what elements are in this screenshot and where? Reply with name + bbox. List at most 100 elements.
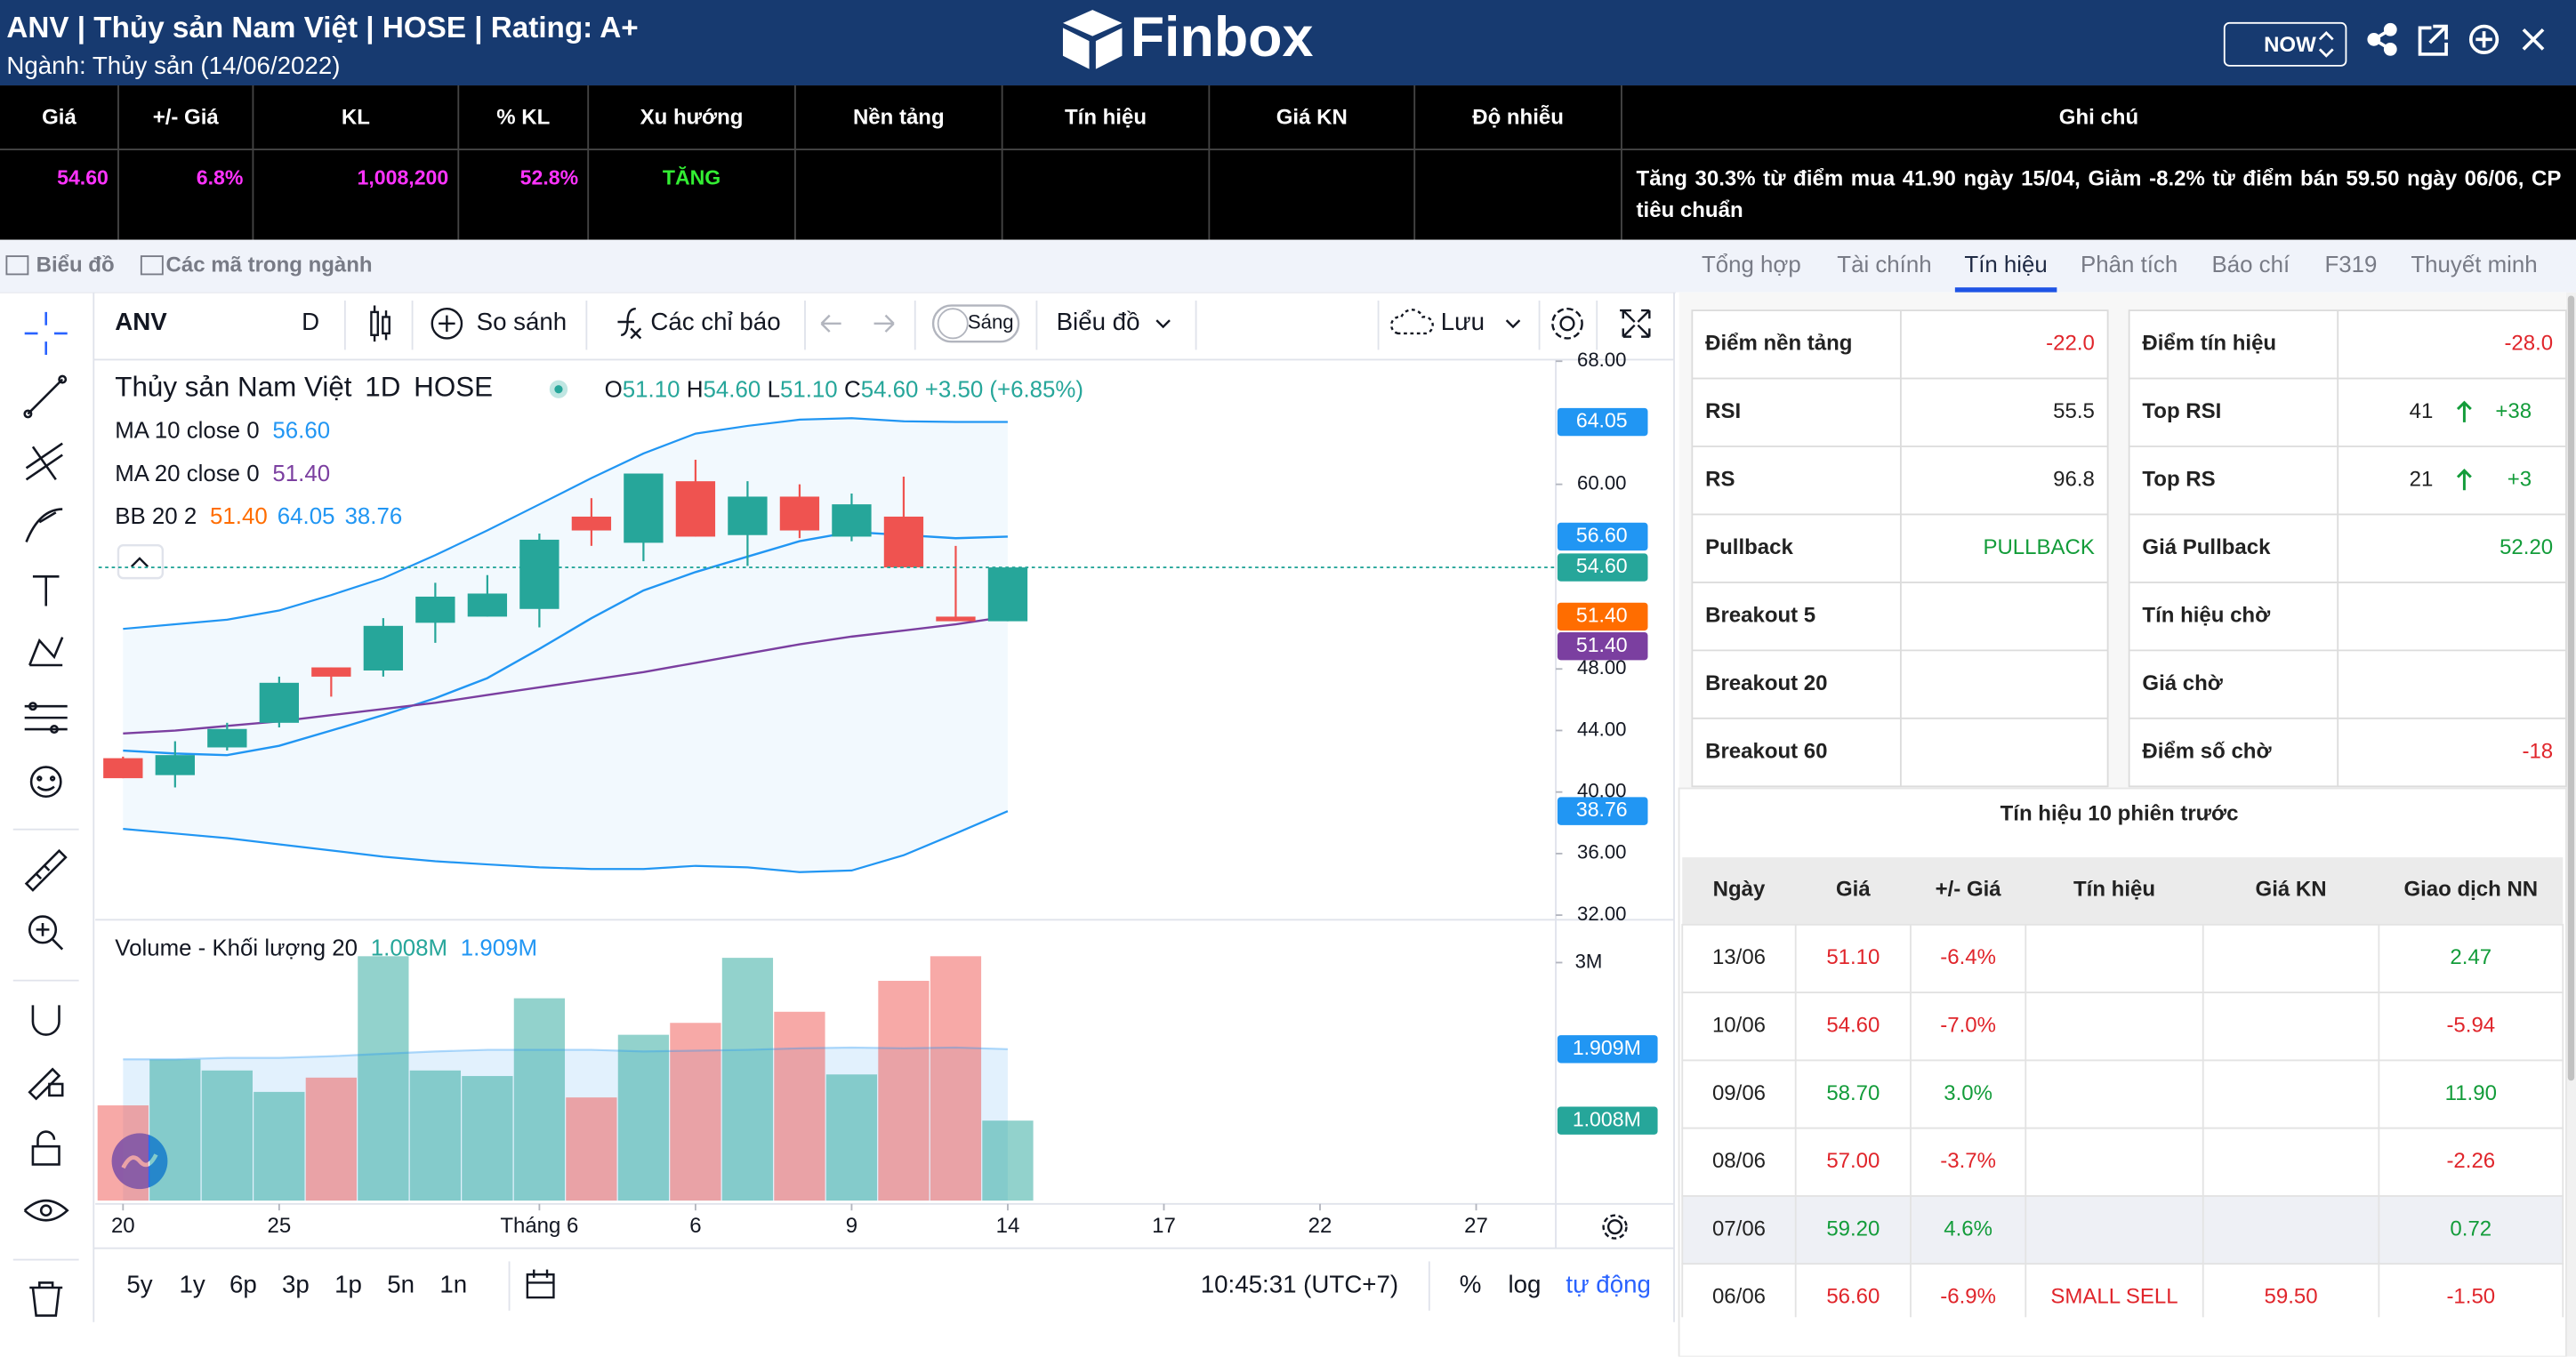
history-row xyxy=(1681,1195,2564,1265)
summary-header: +/- Giá xyxy=(153,105,220,129)
ohlc-legend: O51.10 H54.60 L51.10 C54.60 +3.50 (+6.85%) xyxy=(605,377,1083,402)
signal-label: Điểm nền tảng xyxy=(1705,332,1852,356)
signal-value: PULLBACK xyxy=(1983,535,2094,559)
candle-body xyxy=(883,516,924,568)
summary-header: % KL xyxy=(496,105,550,129)
y-tick-label: 32.00 xyxy=(1577,903,1626,925)
ma-value: 56.60 xyxy=(272,419,330,444)
signal-value: 21 xyxy=(2410,468,2434,492)
price-tag xyxy=(1557,407,1648,437)
theme: Sáng xyxy=(968,311,1014,333)
range-button[interactable]: 1n xyxy=(439,1270,467,1297)
right-tab[interactable]: Báo chí xyxy=(2211,253,2290,277)
price-tag xyxy=(1557,522,1648,551)
signal-label: Giá Pullback xyxy=(2142,535,2271,559)
volume-bar xyxy=(617,1034,670,1201)
header-icons[interactable] xyxy=(2367,22,2545,56)
price-tag-label: 64.05 xyxy=(1576,409,1628,432)
signal-label: Điểm số chờ xyxy=(2142,739,2272,763)
history-row xyxy=(1681,923,2564,994)
auto-toggle[interactable]: tự động xyxy=(1566,1270,1651,1297)
summary-header: Giá KN xyxy=(1276,105,1348,129)
history-cell: -6.9% xyxy=(1940,1285,1996,1309)
range-button[interactable]: 6p xyxy=(229,1270,257,1297)
volume-bar xyxy=(566,1097,617,1201)
volume-bar xyxy=(774,1011,825,1201)
log-toggle[interactable]: log xyxy=(1508,1270,1541,1297)
range-button[interactable]: 5y xyxy=(126,1270,152,1297)
scrollbar-thumb[interactable] xyxy=(2567,295,2575,1081)
ohlc-change: +3.50 (+6.85%) xyxy=(925,377,1083,402)
signal-value: 52.20 xyxy=(2500,535,2553,559)
right-tab[interactable]: Tài chính xyxy=(1837,253,1931,277)
history-column: Tín hiệu xyxy=(2073,877,2155,901)
y-tick-label: 60.00 xyxy=(1577,471,1626,494)
history-cell: 10/06 xyxy=(1712,1013,1766,1037)
header-bar xyxy=(0,0,2576,86)
now-button[interactable] xyxy=(2223,21,2347,67)
summary-value: 54.60 xyxy=(57,165,109,189)
signal-label: Giá chờ xyxy=(2142,671,2223,695)
signal-label: Breakout 5 xyxy=(1705,604,1815,628)
summary-header: Tín hiệu xyxy=(1065,105,1147,129)
signal-value: 41 xyxy=(2410,399,2434,423)
bb-upper: 64.05 xyxy=(278,504,335,529)
range-button[interactable]: 5n xyxy=(387,1270,415,1297)
ma-value: 51.40 xyxy=(272,462,330,486)
x-tick-label: 25 xyxy=(267,1214,291,1238)
x-tick-label: 14 xyxy=(996,1214,1020,1238)
candle-body xyxy=(363,625,404,670)
signal-value: 96.8 xyxy=(2053,468,2095,492)
summary-value: 52.8% xyxy=(520,165,578,189)
volume-bar xyxy=(721,958,774,1201)
summary-table xyxy=(0,85,2576,240)
right-tab[interactable]: Tổng hợp xyxy=(1702,253,1801,277)
right-tab[interactable]: F319 xyxy=(2325,253,2378,277)
history-cell: -1.50 xyxy=(2446,1285,2495,1309)
candle-body xyxy=(571,516,612,531)
ohlc-key: C xyxy=(844,377,861,402)
history-cell: 59.50 xyxy=(2265,1285,2318,1309)
price-tag xyxy=(1557,797,1648,825)
volume-tag xyxy=(1557,1106,1658,1135)
right-tab[interactable]: Thuyết minh xyxy=(2411,253,2537,277)
symbol: ANV xyxy=(115,308,167,335)
chart-legend: Thủy sản Nam Việt 1D HOSE xyxy=(115,372,493,403)
range-button[interactable]: 3p xyxy=(282,1270,310,1297)
trend-arrow xyxy=(2456,469,2472,491)
header-title: ANV | Thủy sản Nam Việt | HOSE | Rating:… xyxy=(6,12,638,44)
bb-name: BB 20 2 xyxy=(115,504,197,529)
toolbar-icons[interactable] xyxy=(117,304,1651,1299)
candle-body xyxy=(259,682,300,723)
right-tab[interactable]: Phân tích xyxy=(2081,253,2178,277)
header-subtitle: Ngành: Thủy sản (14/06/2022) xyxy=(6,52,340,79)
volume-bar xyxy=(825,1074,878,1201)
history-cell: -3.7% xyxy=(1940,1149,1996,1173)
history-header xyxy=(1682,857,2564,925)
theme-toggle-knob[interactable] xyxy=(937,308,969,340)
range-button[interactable]: 1p xyxy=(334,1270,362,1297)
volume-ma-line xyxy=(123,1046,1008,1061)
ma-name: MA 10 close 0 xyxy=(115,419,259,444)
candle-body xyxy=(779,496,820,531)
history-cell: 3.0% xyxy=(1944,1081,1992,1105)
volume-tag xyxy=(1557,1035,1658,1064)
chart-interval: 1D xyxy=(365,372,400,403)
ohlc-value: 51.10 xyxy=(780,377,838,402)
history-column: Giá xyxy=(1836,877,1871,901)
price-tag-label: 38.76 xyxy=(1576,798,1628,821)
history-cell: 56.60 xyxy=(1826,1285,1880,1309)
candle-body xyxy=(467,593,508,617)
summary-header: Xu hướng xyxy=(640,105,744,129)
price-tag xyxy=(1557,602,1648,631)
drawing-tools[interactable] xyxy=(23,311,69,1317)
history-row xyxy=(1681,1127,2564,1197)
y-tick-label: 44.00 xyxy=(1577,718,1626,740)
right-tab[interactable]: Tín hiệu xyxy=(1964,253,2047,277)
candle-body xyxy=(207,728,247,748)
range-button[interactable]: 1y xyxy=(179,1270,205,1297)
x-tick-label: Tháng 6 xyxy=(500,1214,578,1238)
percent-toggle[interactable]: % xyxy=(1460,1270,1482,1297)
ma-legend: MA 20 close 0 51.40 xyxy=(115,462,330,486)
signal-delta: +38 xyxy=(2495,399,2532,423)
